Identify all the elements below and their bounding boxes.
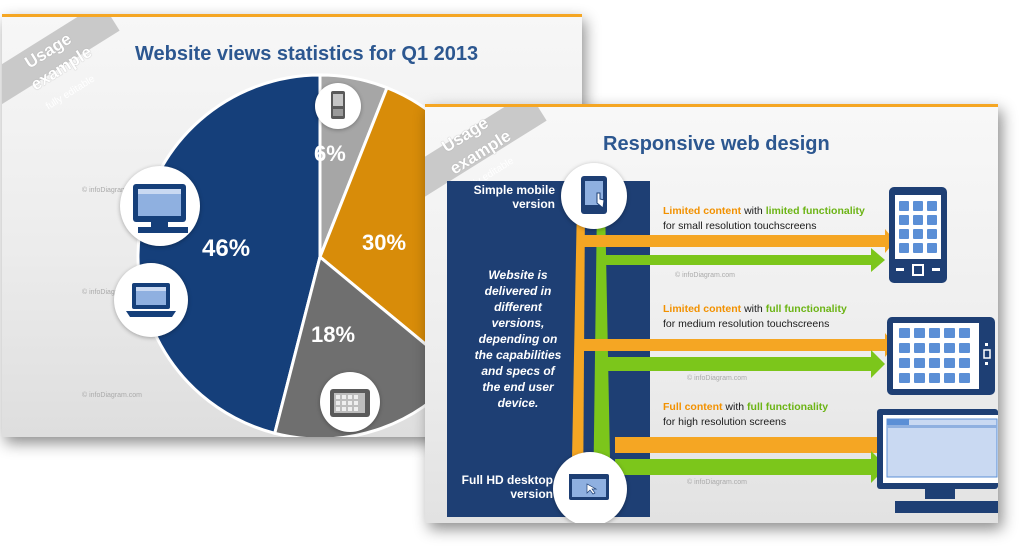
orange-arrow-3 [615, 430, 899, 460]
simple-mobile-label: Simple mobile version [473, 183, 555, 211]
pie-label-6: 6% [314, 141, 346, 166]
row2-title: Limited content with full functionality [663, 303, 847, 315]
slide1-title: Website views statistics for Q1 2013 [135, 43, 479, 65]
row2-with: with [744, 303, 763, 315]
center-description: Website is delivered in different versio… [474, 268, 562, 410]
row1-functionality: limited functionality [765, 205, 865, 217]
watermark: © infoDiagram.com [82, 187, 143, 194]
pie-label-30: 30% [362, 230, 407, 255]
laptop-icon [114, 263, 188, 337]
desktop-version-icon [553, 452, 627, 523]
orange-arrow-1 [581, 229, 895, 253]
watermark: © infoDiagram.com [687, 375, 748, 382]
row2-content: Limited content [663, 303, 742, 315]
row3-title: Full content with full functionality [663, 401, 828, 413]
pie-label-46: 46% [202, 235, 251, 262]
row2-sub: for medium resolution touchscreens [663, 318, 830, 330]
green-arrow-3 [615, 451, 887, 483]
row3-content: Full content [663, 401, 723, 413]
orange-arrow-2 [581, 333, 895, 357]
row2-functionality: full functionality [765, 303, 847, 315]
orange-stem [571, 202, 585, 511]
responsive-design-slide: Usage example fully editable Responsive … [425, 104, 998, 523]
row1-sub: for small resolution touchscreens [663, 220, 817, 232]
row3-with: with [725, 401, 745, 413]
watermark: © infoDiagram.com [82, 289, 143, 296]
green-arrow-2 [601, 350, 885, 378]
tablet-icon [320, 372, 380, 432]
green-arrow-1 [601, 248, 885, 272]
row1-with: with [744, 205, 763, 217]
row1-content: Limited content [663, 205, 742, 217]
watermark: © infoDiagram.com [82, 392, 143, 399]
slide2-title: Responsive web design [603, 133, 830, 155]
desktop-icon [120, 166, 200, 246]
row1-title: Limited content with limited functionali… [663, 205, 865, 217]
pie-label-18: 18% [311, 322, 356, 347]
mobile-version-icon [561, 163, 627, 229]
flow-arrows [571, 202, 899, 511]
row3-functionality: full functionality [747, 401, 829, 413]
green-stem [593, 202, 611, 511]
watermark: © infoDiagram.com [675, 272, 736, 279]
row3-sub: for high resolution screens [663, 416, 787, 428]
watermark: © infoDiagram.com [687, 479, 748, 486]
full-hd-label: Full HD desktop version [461, 473, 553, 501]
mobile-phone-icon [315, 83, 361, 129]
